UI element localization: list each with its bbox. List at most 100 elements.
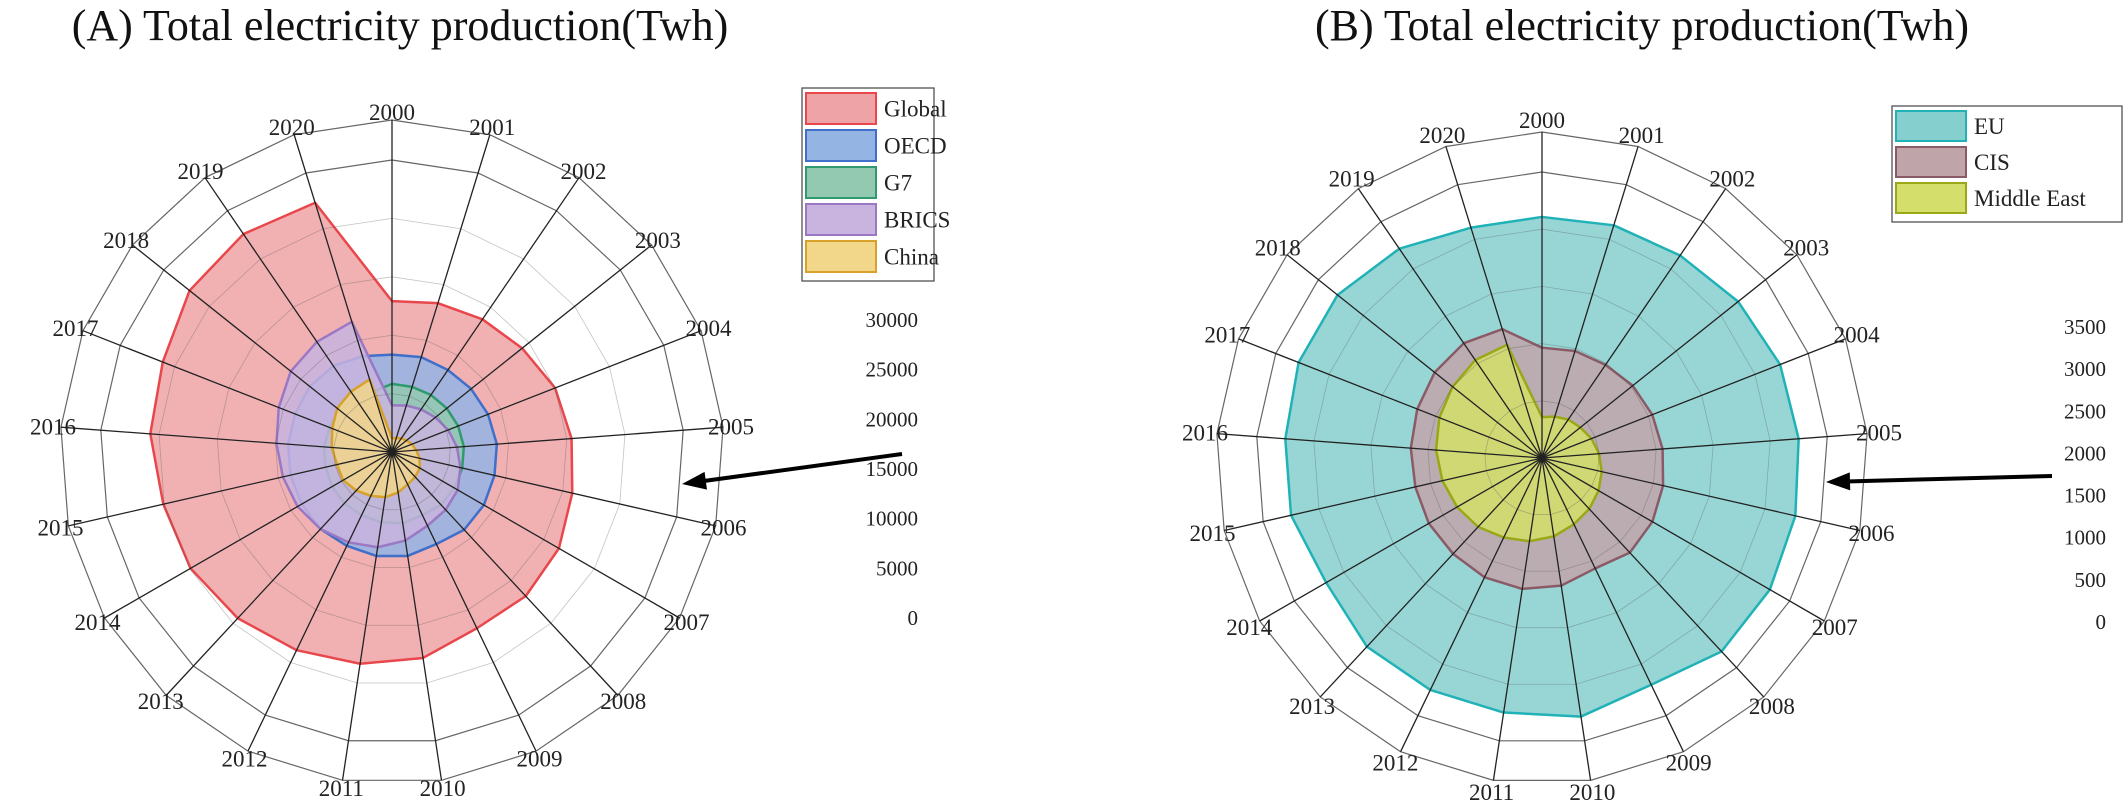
- grid-ring-frame: [60, 119, 724, 781]
- axis-label-2013: 2013: [1289, 694, 1335, 719]
- spoke-2004: [1541, 338, 1846, 459]
- axis-label-2010: 2010: [420, 776, 466, 801]
- grid-ring: [216, 276, 568, 626]
- axis-label-2007: 2007: [663, 610, 709, 635]
- spoke-2003: [391, 244, 652, 453]
- axis-label-2008: 2008: [600, 689, 646, 714]
- spoke-2008: [391, 451, 619, 696]
- grid-ring-outer: [1256, 171, 1828, 742]
- spoke-2005: [391, 426, 724, 453]
- spoke-2011: [341, 451, 393, 781]
- legend-label-cis: CIS: [1974, 150, 2010, 175]
- axis-label-2002: 2002: [1709, 167, 1755, 192]
- axis-label-2014: 2014: [1226, 615, 1273, 640]
- spoke-2006: [391, 451, 716, 527]
- grid-ring: [275, 334, 509, 568]
- spoke-2009: [391, 451, 537, 752]
- spoke-2007: [391, 451, 680, 619]
- axis-label-2016: 2016: [1182, 421, 1228, 446]
- legend-swatch-cis: [1895, 146, 1967, 178]
- scale-tick-label: 20000: [866, 407, 919, 431]
- scale-tick-label: 10000: [866, 507, 919, 531]
- radar-chart-b: (B) Total electricity production(Twh) 200…: [1182, 1, 2123, 805]
- axis-label-2013: 2013: [138, 689, 184, 714]
- scale-tick-label: 2000: [2064, 441, 2106, 465]
- axis-label-2003: 2003: [635, 228, 681, 253]
- grid-ring: [158, 217, 626, 684]
- axis-label-2004: 2004: [1834, 323, 1881, 348]
- scale-tick-label: 1500: [2064, 484, 2106, 508]
- axis-label-2020: 2020: [269, 115, 315, 140]
- spoke-2019: [204, 177, 393, 453]
- axis-label-2016: 2016: [30, 415, 76, 440]
- spoke-2005: [1541, 432, 1868, 459]
- grid-ring-frame: [1216, 131, 1868, 781]
- scale-tick-label: 0: [2096, 610, 2107, 634]
- spoke-2007: [1541, 457, 1825, 622]
- scale-tick-label: 5000: [876, 556, 918, 580]
- series-middle-east-area: [1434, 343, 1603, 543]
- chart-title-a: (A) Total electricity production(Twh): [72, 1, 728, 50]
- spoke-2011: [1492, 457, 1543, 781]
- legend-label-middle-east: Middle East: [1974, 186, 2086, 211]
- legend-swatch-brics: [805, 203, 877, 236]
- spoke-2020: [1445, 146, 1543, 459]
- spoke-2016: [60, 426, 393, 453]
- scale-tick-label: 2500: [2064, 399, 2106, 423]
- spoke-2002: [391, 177, 580, 453]
- legend-swatch-g7: [805, 166, 877, 199]
- scale-tick-label: 500: [2075, 568, 2107, 592]
- spoke-2020: [293, 134, 393, 453]
- legend-swatch-china: [805, 240, 877, 273]
- spoke-2016: [1216, 432, 1543, 459]
- axis-label-2006: 2006: [1849, 521, 1895, 546]
- legend-label-g7: G7: [884, 171, 912, 196]
- scale-arrow-head: [682, 471, 707, 490]
- axis-label-2000: 2000: [369, 100, 415, 125]
- legend-swatch-oecd: [805, 129, 877, 162]
- spoke-2012: [1399, 457, 1543, 752]
- axis-label-2006: 2006: [700, 516, 746, 541]
- spoke-2018: [1286, 254, 1543, 459]
- spoke-2015: [68, 451, 393, 527]
- legend-swatch-eu: [1895, 110, 1967, 142]
- scale-tick-label: 3000: [2064, 357, 2106, 381]
- axis-label-2009: 2009: [517, 746, 563, 771]
- spoke-2017: [1238, 338, 1543, 459]
- scale-tick-label: 30000: [866, 308, 919, 332]
- axis-label-2008: 2008: [1749, 694, 1795, 719]
- axis-label-2015: 2015: [1189, 521, 1235, 546]
- axis-label-2001: 2001: [1619, 123, 1665, 148]
- scale-tick-label: 25000: [866, 358, 919, 382]
- spoke-2001: [391, 134, 491, 453]
- legend-label-global: Global: [884, 97, 947, 122]
- legend-label-oecd: OECD: [884, 134, 947, 159]
- axis-label-2020: 2020: [1419, 123, 1465, 148]
- axis-label-2019: 2019: [177, 159, 223, 184]
- spoke-2019: [1357, 188, 1543, 459]
- axis-label-2018: 2018: [1255, 235, 1301, 260]
- grid-ring: [333, 393, 451, 511]
- axis-label-2004: 2004: [685, 316, 732, 341]
- axis-label-2003: 2003: [1783, 235, 1829, 260]
- scale-arrow-head: [1826, 472, 1851, 491]
- legend-swatch-middle-east: [1895, 182, 1967, 214]
- spoke-2018: [132, 244, 393, 453]
- spoke-2013: [165, 451, 393, 696]
- axis-label-2015: 2015: [38, 516, 84, 541]
- axis-label-2007: 2007: [1812, 615, 1858, 640]
- axis-label-2018: 2018: [103, 228, 149, 253]
- scale-tick-label: 1000: [2064, 526, 2106, 550]
- legend-swatch-global: [805, 92, 877, 125]
- axis-label-2001: 2001: [469, 115, 515, 140]
- axis-label-2010: 2010: [1569, 780, 1615, 805]
- legend-label-brics: BRICS: [884, 208, 950, 233]
- spoke-2008: [1541, 457, 1765, 698]
- spoke-2014: [104, 451, 393, 619]
- chart-title-b: (B) Total electricity production(Twh): [1315, 1, 1969, 50]
- legend-label-eu: EU: [1974, 114, 2005, 139]
- spoke-2009: [1541, 457, 1685, 752]
- axis-label-2005: 2005: [1856, 421, 1902, 446]
- spoke-2010: [391, 451, 443, 781]
